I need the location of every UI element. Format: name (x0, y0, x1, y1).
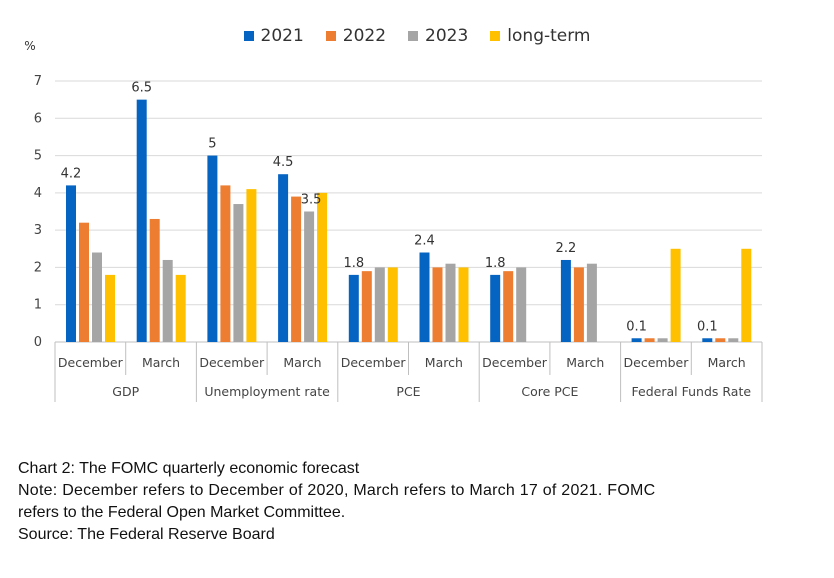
bar-0-1-long-term (175, 274, 186, 342)
data-label-0-0: 4.2 (61, 166, 82, 181)
subgroup-label-0-1: March (142, 355, 180, 370)
bar-2-1-2021 (419, 252, 430, 342)
bar-2-0-2021 (348, 274, 359, 342)
data-label-extra-1-1: 3.5 (301, 193, 322, 208)
legend-item-2021: 2021 (243, 26, 304, 46)
bar-0-0-long-term (105, 274, 115, 342)
legend-swatch-2023 (408, 31, 419, 41)
bar-4-1-2022 (715, 338, 726, 342)
bar-4-0-long-term (670, 248, 681, 342)
subgroup-label-1-1: March (283, 355, 321, 370)
bar-0-1-2022 (149, 218, 160, 342)
y-tick-label-6: 6 (34, 111, 42, 126)
caption-source: Source: The Federal Reserve Board (18, 526, 275, 543)
bar-1-1-long-term (317, 192, 328, 342)
legend-label-long-term: long-term (507, 26, 591, 46)
legend-swatch-2022 (325, 31, 336, 41)
bar-4-0-2021 (631, 338, 642, 342)
data-label-3-0: 1.8 (485, 256, 506, 271)
bar-4-0-2023 (657, 338, 668, 342)
bar-0-0-2021 (66, 185, 76, 342)
bar-3-0-2023 (516, 267, 527, 342)
group-label-3: Core PCE (521, 384, 578, 399)
caption-note-line-2: refers to the Federal Open Market Commit… (18, 504, 346, 521)
subgroup-label-4-0: December (624, 355, 690, 370)
bar-1-0-2023 (233, 204, 244, 342)
y-tick-label-5: 5 (34, 149, 42, 164)
bar-1-0-long-term (246, 189, 257, 342)
subgroup-label-2-0: December (341, 355, 407, 370)
bar-2-0-2023 (374, 267, 385, 342)
y-tick-label-2: 2 (34, 260, 42, 275)
legend-label-2021: 2021 (260, 26, 304, 46)
subgroup-label-3-1: March (566, 355, 604, 370)
group-label-0: GDP (112, 384, 139, 399)
y-tick-label-4: 4 (34, 186, 42, 201)
bar-0-0-2023 (92, 252, 102, 342)
bar-3-0-2021 (490, 274, 501, 342)
chart-plot: % 0 1 2 3 4 5 6 7 GDP December 4.2 March 6.5 Unemploym… (24, 39, 763, 402)
y-axis-unit-label: % (24, 39, 35, 53)
data-label-4-0: 0.1 (626, 319, 647, 334)
legend-label-2022: 2022 (342, 26, 387, 46)
bar-2-0-long-term (387, 267, 398, 342)
data-label-3-1: 2.2 (556, 241, 577, 256)
y-tick-label-0: 0 (34, 335, 42, 350)
bar-2-1-2022 (432, 267, 443, 342)
group-label-1: Unemployment rate (204, 384, 330, 399)
legend-item-long-term: long-term (490, 26, 591, 46)
chart-caption: Chart 2: The FOMC quarterly economic for… (18, 458, 818, 546)
legend-item-2022: 2022 (325, 26, 387, 46)
bar-4-1-2021 (702, 338, 713, 342)
data-label-2-1: 2.4 (414, 234, 435, 249)
chart-legend: 2021 2022 2023 long-term (0, 26, 834, 46)
caption-title: Chart 2: The FOMC quarterly economic for… (18, 460, 360, 477)
data-label-4-1: 0.1 (697, 319, 718, 334)
data-label-1-0: 5 (208, 137, 216, 152)
bar-1-1-2023 (304, 211, 315, 342)
bar-1-1-2022 (291, 196, 302, 342)
legend-swatch-long-term (490, 31, 501, 41)
bar-4-1-2023 (728, 338, 739, 342)
subgroup-label-2-1: March (425, 355, 463, 370)
subgroup-label-4-1: March (708, 355, 746, 370)
subgroup-label-3-0: December (482, 355, 548, 370)
y-tick-label-7: 7 (34, 74, 42, 89)
bar-1-0-2021 (207, 155, 218, 342)
legend-label-2023: 2023 (425, 26, 469, 46)
legend-swatch-2021 (243, 31, 254, 41)
bar-2-0-2022 (361, 271, 372, 342)
subgroup-label-1-0: December (199, 355, 265, 370)
bar-3-1-2021 (560, 259, 571, 342)
bar-0-0-2022 (79, 222, 89, 342)
bar-4-1-long-term (741, 248, 752, 342)
bar-3-0-2022 (503, 271, 514, 342)
y-tick-label-3: 3 (34, 223, 42, 238)
caption-note-line-1: Note: December refers to December of 202… (18, 482, 656, 499)
bar-1-1-2021 (278, 174, 289, 342)
bar-2-1-2023 (445, 263, 456, 342)
subgroup-label-0-0: December (58, 355, 124, 370)
data-label-0-1: 6.5 (131, 81, 152, 96)
bar-0-1-2021 (136, 99, 147, 343)
bar-3-1-2023 (586, 263, 597, 342)
bar-3-1-2022 (573, 267, 584, 342)
group-label-4: Federal Funds Rate (632, 384, 752, 399)
data-label-2-0: 1.8 (343, 256, 364, 271)
bar-4-0-2022 (644, 338, 655, 342)
data-label-1-1: 4.5 (273, 155, 294, 170)
y-tick-label-1: 1 (34, 298, 42, 313)
bar-0-1-2023 (162, 259, 173, 342)
legend-item-2023: 2023 (408, 26, 468, 46)
group-label-2: PCE (396, 384, 420, 399)
bar-2-1-long-term (458, 267, 469, 342)
bar-1-0-2022 (220, 185, 231, 342)
